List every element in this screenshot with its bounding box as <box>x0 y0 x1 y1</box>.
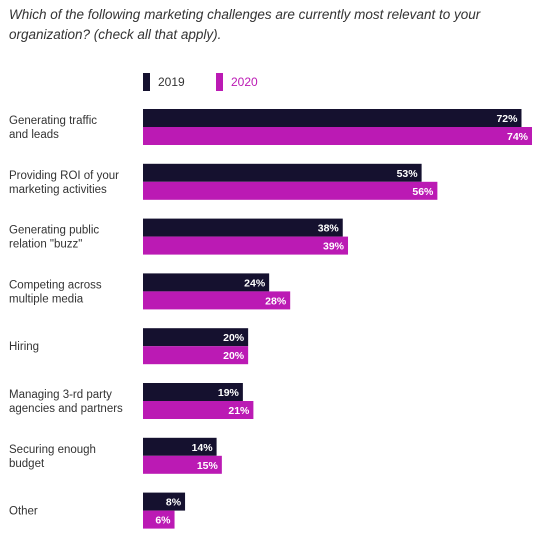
bar-value-label-2020: 20% <box>223 350 245 362</box>
bar-2020 <box>143 181 438 200</box>
legend-item-2020: 2020 <box>216 73 258 91</box>
bar-2019 <box>143 218 343 237</box>
category-label: Other <box>9 506 38 518</box>
bar-2020 <box>143 291 291 310</box>
chart-title: Which of the following marketing challen… <box>9 7 481 42</box>
category-label: Generating public <box>9 225 99 237</box>
bar-2020 <box>143 401 254 419</box>
bar-value-label-2020: 6% <box>155 515 171 527</box>
bar-2019 <box>143 163 422 182</box>
category-label: Managing 3-rd party <box>9 389 112 401</box>
bar-value-label-2020: 28% <box>265 295 287 307</box>
legend-label-2019: 2019 <box>158 75 185 89</box>
category-label: relation "buzz" <box>9 239 82 251</box>
category-label: Providing ROI of your <box>9 170 119 182</box>
bar-value-label-2019: 53% <box>397 168 419 180</box>
bar-value-label-2019: 72% <box>496 113 518 125</box>
bar-2019 <box>143 109 522 127</box>
bar-2019 <box>143 383 243 401</box>
bar-2019 <box>143 273 270 292</box>
bar-2019 <box>143 492 186 511</box>
bar-value-label-2019: 20% <box>223 332 245 344</box>
category-label: multiple media <box>9 293 84 305</box>
category-label: Securing enough <box>9 444 96 456</box>
legend-label-2020: 2020 <box>231 75 258 89</box>
bar-value-label-2020: 39% <box>323 241 345 253</box>
category-label: agencies and partners <box>9 403 123 415</box>
legend-swatch-2019 <box>143 73 150 91</box>
legend-item-2019: 2019 <box>143 73 185 91</box>
bar-2020 <box>143 510 175 529</box>
bar-2020 <box>143 346 249 365</box>
bar-value-label-2020: 21% <box>228 405 250 417</box>
category-label: marketing activities <box>9 184 107 196</box>
category-label: Competing across <box>9 279 102 291</box>
bar-value-label-2019: 24% <box>244 277 266 289</box>
category-label: budget <box>9 458 45 470</box>
bar-value-label-2019: 8% <box>166 497 182 509</box>
category-label: Generating traffic <box>9 115 97 127</box>
bar-2019 <box>143 328 249 347</box>
bar-2020 <box>143 455 222 474</box>
bar-value-label-2019: 38% <box>318 223 340 235</box>
bar-value-label-2019: 19% <box>218 387 240 399</box>
legend-swatch-2020 <box>216 73 223 91</box>
bar-2020 <box>143 236 349 255</box>
bar-value-label-2020: 56% <box>412 186 434 198</box>
category-label: Hiring <box>9 341 39 353</box>
bar-value-label-2019: 14% <box>192 442 214 454</box>
bar-2020 <box>143 127 532 145</box>
bar-value-label-2020: 74% <box>507 131 529 143</box>
category-label: and leads <box>9 129 59 141</box>
bar-value-label-2020: 15% <box>197 460 219 472</box>
bar-2019 <box>143 437 217 456</box>
